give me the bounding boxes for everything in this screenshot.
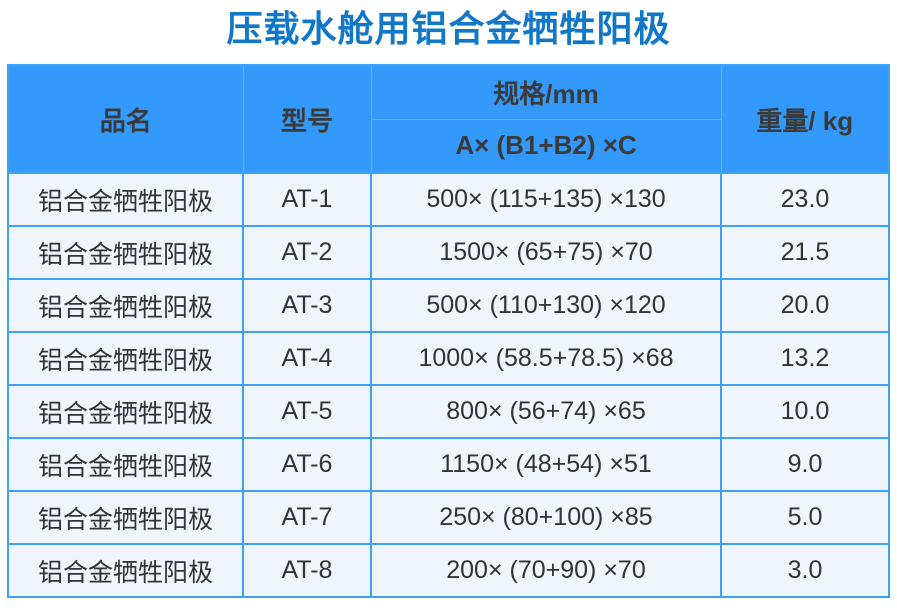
cell-spec: 200× (70+90) ×70 xyxy=(370,543,722,598)
cell-weight: 10.0 xyxy=(720,384,890,439)
cell-product-name: 铝合金牺牲阳极 xyxy=(7,384,244,439)
table-body: 铝合金牺牲阳极 AT-1 500× (115+135) ×130 23.0 铝合… xyxy=(7,172,890,598)
table-row: 铝合金牺牲阳极 AT-2 1500× (65+75) ×70 21.5 xyxy=(7,225,890,280)
header-row-top: 品名 型号 规格/mm 重量/ kg xyxy=(7,64,890,174)
cell-model: AT-6 xyxy=(242,437,372,492)
cell-model: AT-2 xyxy=(242,225,372,280)
cell-model: AT-1 xyxy=(242,172,372,227)
table-row: 铝合金牺牲阳极 AT-1 500× (115+135) ×130 23.0 xyxy=(7,172,890,227)
header-row-sub: A× (B1+B2) ×C xyxy=(8,118,889,174)
cell-model: AT-3 xyxy=(242,278,372,333)
cell-product-name: 铝合金牺牲阳极 xyxy=(7,490,244,545)
cell-model: AT-8 xyxy=(242,543,372,598)
table-header: 品名 型号 规格/mm 重量/ kg A× (B1+B2) ×C xyxy=(7,64,890,174)
cell-product-name: 铝合金牺牲阳极 xyxy=(7,437,244,492)
cell-spec: 250× (80+100) ×85 xyxy=(370,490,722,545)
cell-weight: 13.2 xyxy=(720,331,890,386)
page-title: 压载水舱用铝合金牺牲阳极 xyxy=(226,8,671,49)
cell-weight: 5.0 xyxy=(720,490,890,545)
cell-spec: 1500× (65+75) ×70 xyxy=(370,225,722,280)
header-product-name: 品名 xyxy=(7,64,244,174)
anode-spec-table: 品名 型号 规格/mm 重量/ kg A× (B1+B2) ×C 铝合金牺牲阳极… xyxy=(7,64,890,598)
cell-weight: 3.0 xyxy=(720,543,890,598)
header-weight: 重量/ kg xyxy=(720,64,890,174)
cell-weight: 20.0 xyxy=(720,278,890,333)
cell-product-name: 铝合金牺牲阳极 xyxy=(7,543,244,598)
cell-model: AT-5 xyxy=(242,384,372,439)
cell-product-name: 铝合金牺牲阳极 xyxy=(7,331,244,386)
cell-weight: 9.0 xyxy=(720,437,890,492)
header-spec-formula: A× (B1+B2) ×C xyxy=(370,118,722,174)
cell-product-name: 铝合金牺牲阳极 xyxy=(7,278,244,333)
cell-model: AT-7 xyxy=(242,490,372,545)
table-row: 铝合金牺牲阳极 AT-3 500× (110+130) ×120 20.0 xyxy=(7,278,890,333)
header-model: 型号 xyxy=(242,64,372,174)
cell-product-name: 铝合金牺牲阳极 xyxy=(7,172,244,227)
cell-spec: 500× (110+130) ×120 xyxy=(370,278,722,333)
cell-model: AT-4 xyxy=(242,331,372,386)
table-row: 铝合金牺牲阳极 AT-8 200× (70+90) ×70 3.0 xyxy=(7,543,890,598)
cell-product-name: 铝合金牺牲阳极 xyxy=(7,225,244,280)
table-row: 铝合金牺牲阳极 AT-4 1000× (58.5+78.5) ×68 13.2 xyxy=(7,331,890,386)
table-row: 铝合金牺牲阳极 AT-7 250× (80+100) ×85 5.0 xyxy=(7,490,890,545)
header-spec-group: 规格/mm xyxy=(370,64,722,120)
cell-weight: 21.5 xyxy=(720,225,890,280)
cell-spec: 1150× (48+54) ×51 xyxy=(370,437,722,492)
table-row: 铝合金牺牲阳极 AT-6 1150× (48+54) ×51 9.0 xyxy=(7,437,890,492)
cell-weight: 23.0 xyxy=(720,172,890,227)
cell-spec: 500× (115+135) ×130 xyxy=(370,172,722,227)
table-row: 铝合金牺牲阳极 AT-5 800× (56+74) ×65 10.0 xyxy=(7,384,890,439)
cell-spec: 800× (56+74) ×65 xyxy=(370,384,722,439)
cell-spec: 1000× (58.5+78.5) ×68 xyxy=(370,331,722,386)
